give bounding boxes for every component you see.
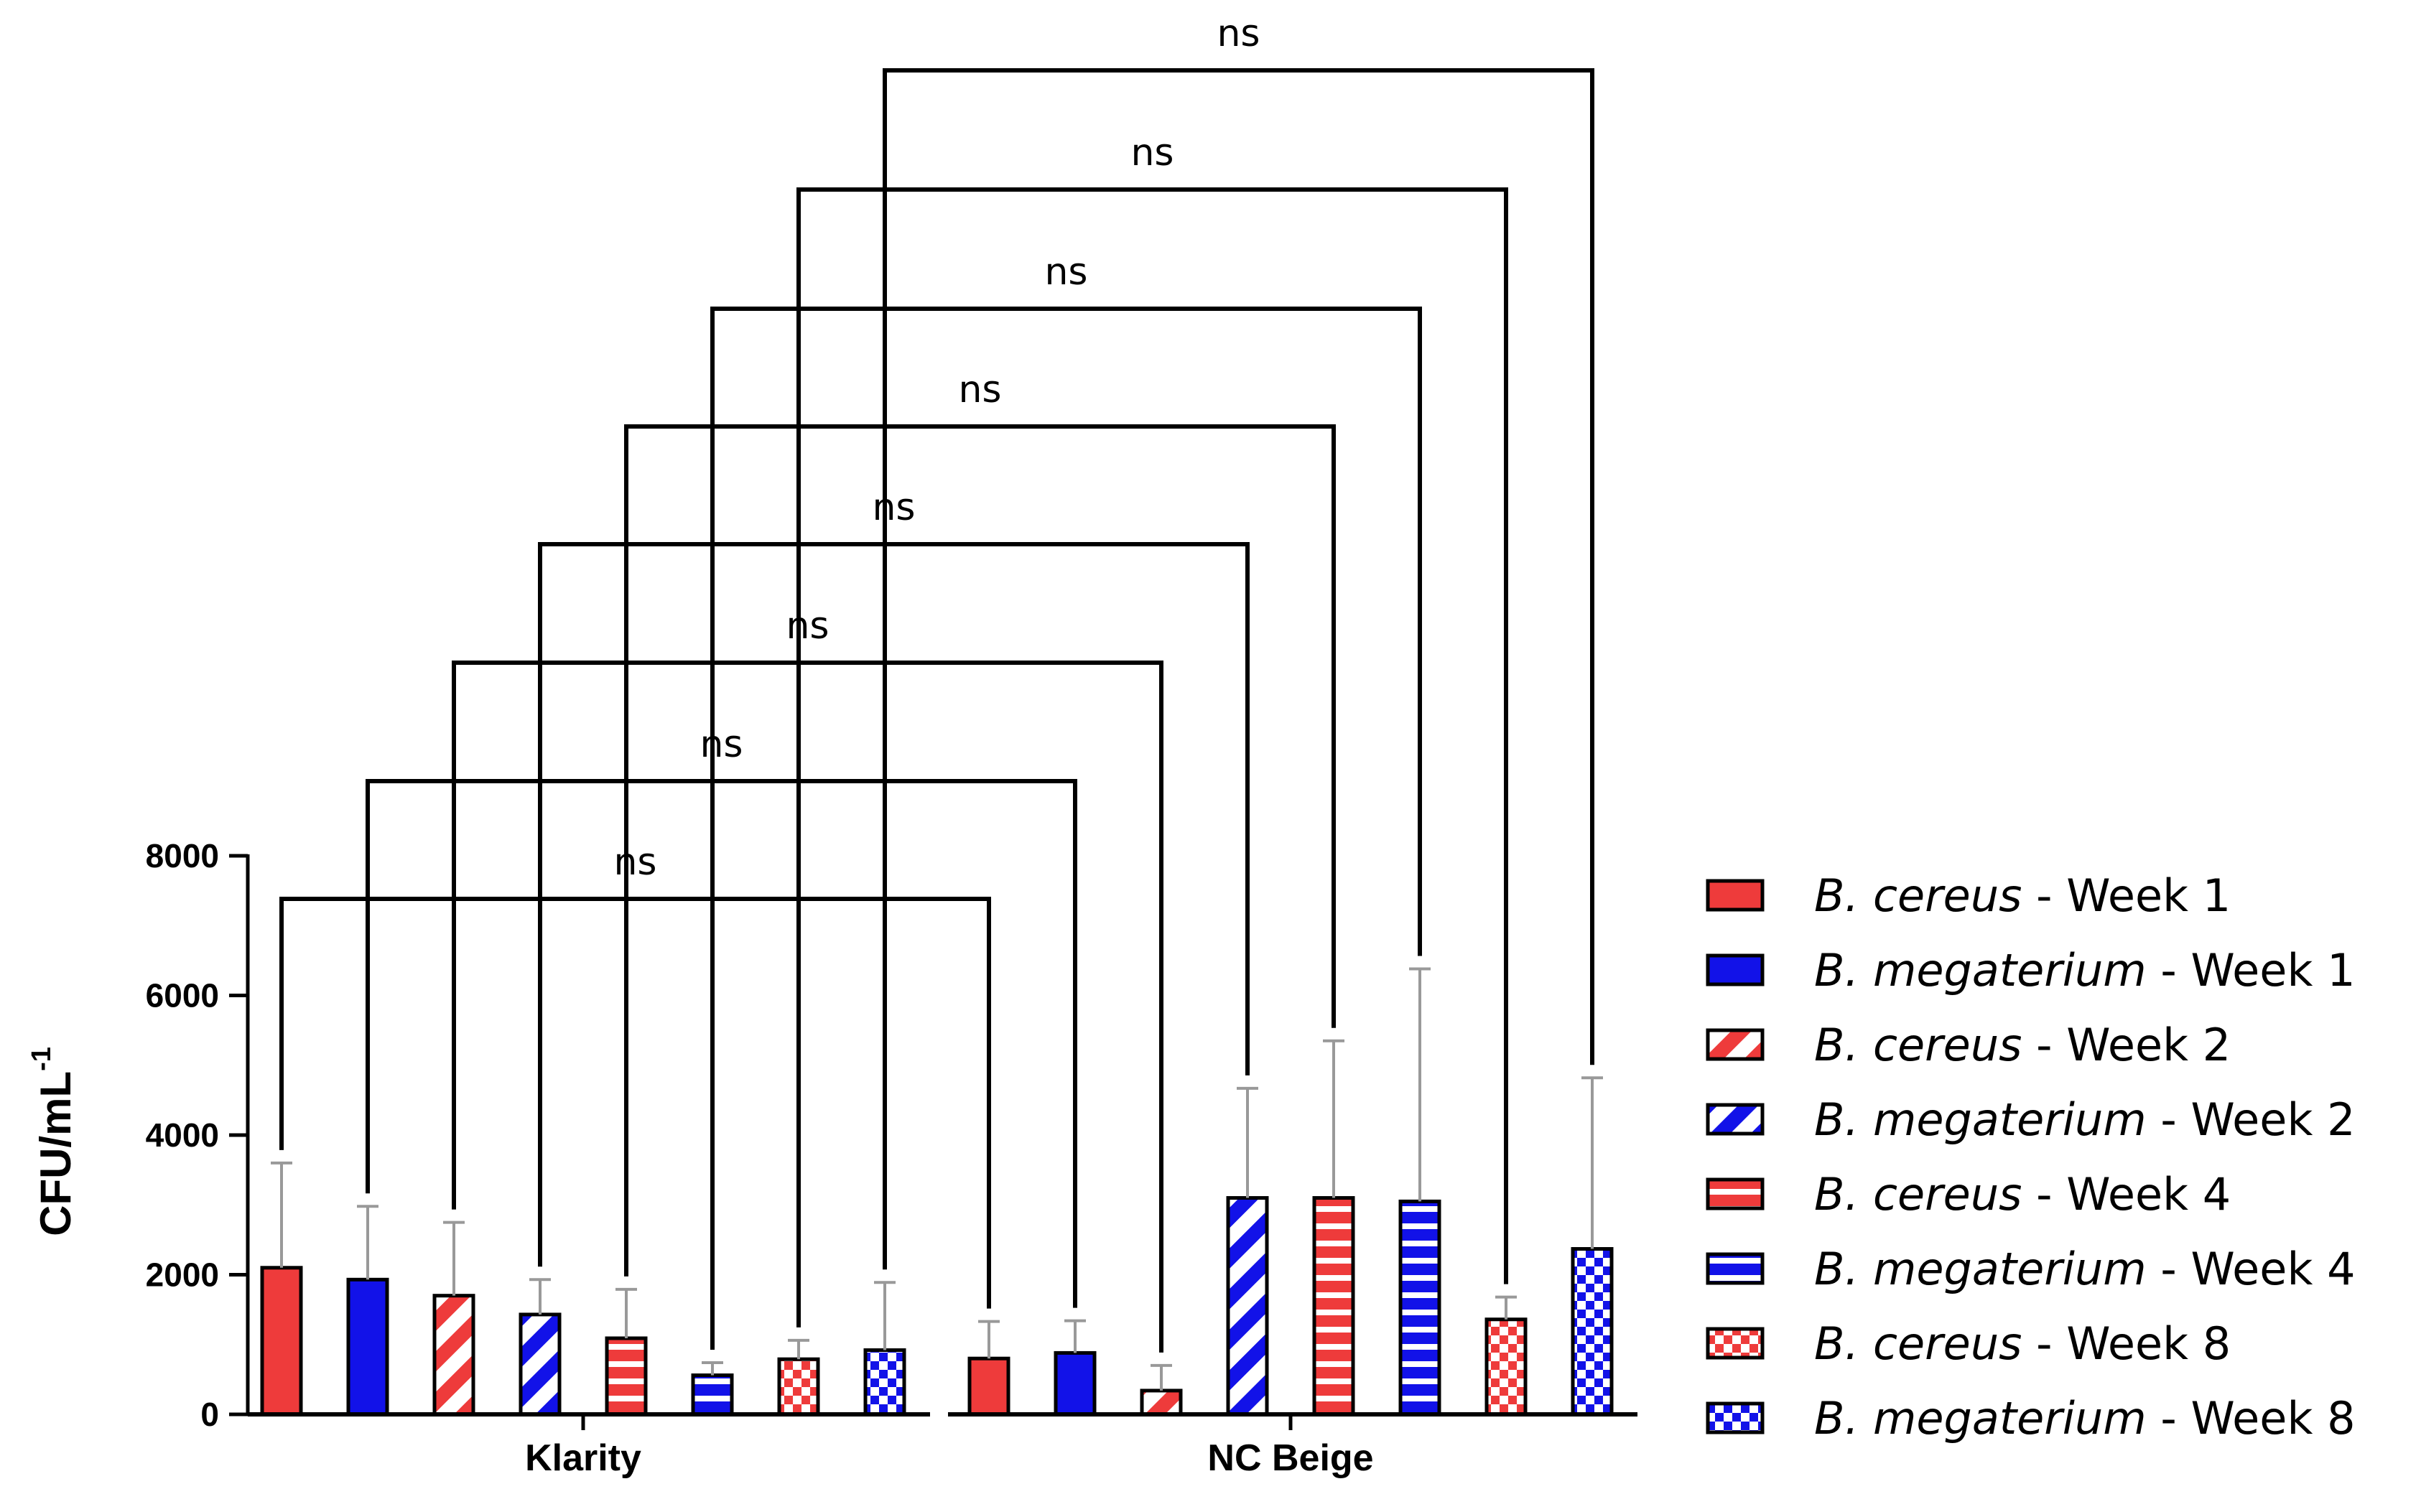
significance-bracket <box>624 424 1336 1277</box>
significance-bracket <box>710 307 1422 1350</box>
bars <box>260 1196 1614 1417</box>
significance-brackets: ns ns ns ns ns ns ns ns <box>279 12 1594 1353</box>
legend-swatch <box>1706 1028 1765 1061</box>
significance-label: ns <box>700 723 743 766</box>
legend-swatch <box>1706 953 1765 986</box>
legend: B. cereus - Week 1 B. megaterium - Week 1… <box>1706 869 2356 1445</box>
bar <box>691 1373 734 1417</box>
legend-swatch <box>1706 1327 1765 1360</box>
y-tick-label: 2000 <box>146 1256 219 1294</box>
legend-label: B. cereus - Week 8 <box>1814 1317 2231 1370</box>
legend-label: B. megaterium - Week 4 <box>1814 1243 2356 1295</box>
legend-swatch <box>1706 1103 1765 1136</box>
bar <box>346 1277 389 1417</box>
error-bars <box>271 967 1603 1391</box>
bar <box>1312 1196 1355 1417</box>
significance-label: ns <box>613 841 656 884</box>
x-tick-label: Klarity <box>525 1437 641 1479</box>
significance-bracket <box>279 897 991 1309</box>
bar <box>1484 1317 1528 1417</box>
significance-bracket <box>796 187 1508 1327</box>
significance-label: ns <box>1217 12 1260 55</box>
significance-label: ns <box>958 368 1001 411</box>
bar <box>1398 1199 1441 1417</box>
y-axis-title: CFU/mL-1 <box>27 1047 80 1236</box>
legend-swatch <box>1706 1401 1765 1434</box>
significance-label: ns <box>872 486 915 529</box>
bar <box>1140 1389 1183 1417</box>
legend-label: B. megaterium - Week 1 <box>1814 944 2356 997</box>
bar <box>1054 1350 1097 1417</box>
bar <box>777 1357 820 1417</box>
bar <box>605 1336 648 1417</box>
significance-label: ns <box>1044 251 1087 294</box>
y-tick-label: 8000 <box>146 837 219 874</box>
bar <box>432 1294 475 1417</box>
y-tick-label: 4000 <box>146 1116 219 1154</box>
bar <box>863 1348 906 1417</box>
bar <box>519 1312 562 1417</box>
significance-label: ns <box>1130 131 1174 174</box>
legend-label: B. cereus - Week 4 <box>1814 1168 2231 1221</box>
legend-label: B. megaterium - Week 2 <box>1814 1093 2356 1146</box>
legend-label: B. cereus - Week 1 <box>1814 869 2231 922</box>
bar <box>260 1266 303 1417</box>
legend-swatch <box>1706 1252 1765 1285</box>
significance-bracket <box>883 68 1594 1270</box>
y-axis: 0 2000 4000 6000 8000 CFU/mL-1 <box>27 837 250 1433</box>
bar <box>967 1356 1010 1417</box>
legend-swatch <box>1706 1177 1765 1210</box>
significance-bracket <box>366 779 1077 1308</box>
x-tick-label: NC Beige <box>1207 1437 1373 1479</box>
legend-label: B. megaterium - Week 8 <box>1814 1392 2356 1445</box>
bar <box>1571 1247 1614 1417</box>
bar <box>1226 1196 1269 1417</box>
significance-bracket <box>452 661 1163 1353</box>
y-tick-label: 6000 <box>146 977 219 1014</box>
x-axis: Klarity NC Beige <box>248 1412 1637 1479</box>
legend-swatch <box>1706 879 1765 912</box>
significance-label: ns <box>786 605 829 648</box>
y-tick-label: 0 <box>200 1396 219 1433</box>
significance-bracket <box>538 542 1250 1267</box>
legend-label: B. cereus - Week 2 <box>1814 1019 2231 1071</box>
